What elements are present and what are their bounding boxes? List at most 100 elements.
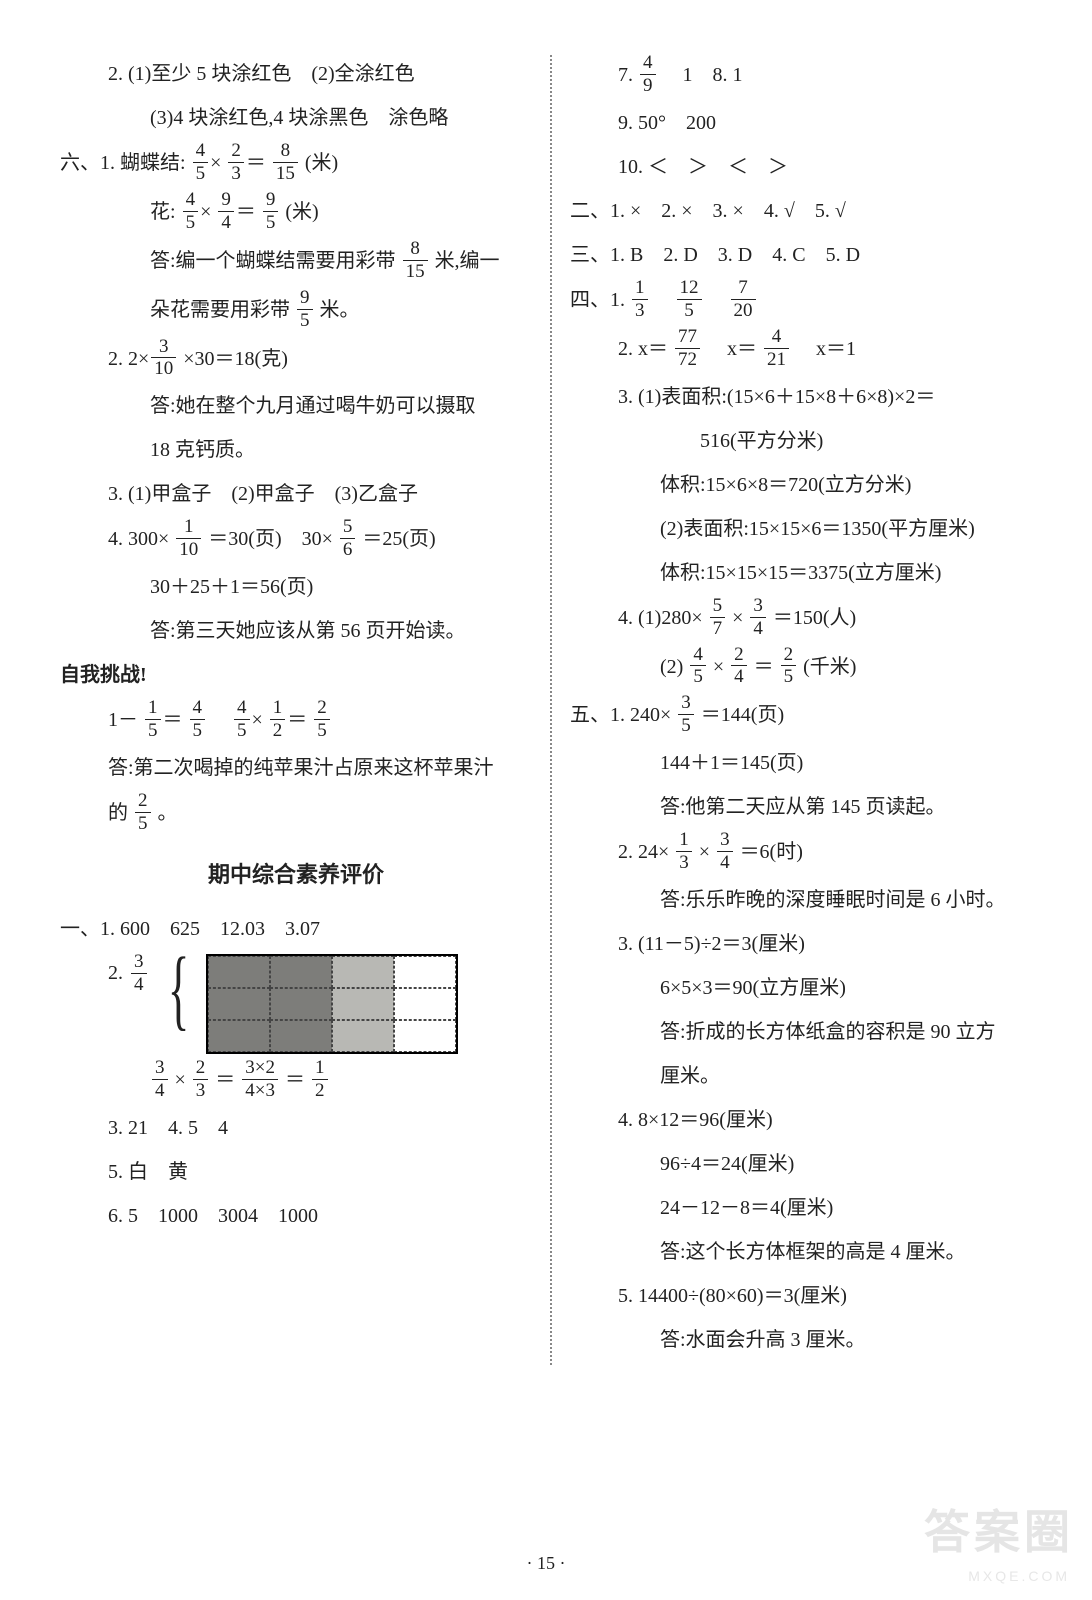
q-num: 4. (108, 528, 123, 550)
text-line: 24－12－8＝4(厘米) (570, 1189, 1042, 1227)
text-line: 4. (1)280× 57 × 34 ＝150(人) (570, 598, 1042, 641)
text: 答:编一个蝴蝶结需要用彩带 (150, 250, 396, 272)
text-line: 答:这个长方体框架的高是 4 厘米。 (570, 1233, 1042, 1271)
watermark-sub: MXQE.COM (968, 1563, 1070, 1590)
midterm-title: 期中综合素养评价 (60, 854, 532, 896)
text: 米,编一 (435, 250, 500, 272)
text: 240× (630, 704, 671, 726)
right-column: 7. 49 1 8. 1 9. 50° 200 10. ＜ ＞ ＜ ＞ 二、1.… (570, 55, 1042, 1365)
text-line: 34 × 23 ＝ 3×24×3 ＝ 12 (60, 1060, 532, 1103)
text-line: 18 克钙质。 (60, 431, 532, 469)
text-line: 516(平方分米) (570, 422, 1042, 460)
brace-label: 34 (129, 954, 151, 997)
text-line: 96÷4＝24(厘米) (570, 1145, 1042, 1183)
fraction: 34 (152, 1058, 168, 1101)
text-line: 3. (1)甲盒子 (2)甲盒子 (3)乙盒子 (60, 475, 532, 513)
fraction: 25 (135, 791, 151, 834)
text-line: 花: 45× 94＝ 95 (米) (60, 192, 532, 235)
text: 朵花需要用彩带 (150, 299, 290, 321)
text-line: 2. (1)至少 5 块涂红色 (2)全涂红色 (60, 55, 532, 93)
text-line: 答:编一个蝴蝶结需要用彩带 815 米,编一 (60, 241, 532, 284)
fraction: 45 (190, 698, 206, 741)
q-num: 2. (108, 348, 123, 370)
text: x＝ (707, 338, 757, 360)
text-line: 4. 300× 110 ＝30(页) 30× 56 ＝25(页) (60, 519, 532, 562)
grid-cell (394, 956, 456, 988)
fraction: 110 (176, 517, 201, 560)
text: x＝1 (796, 338, 856, 360)
text-line: 三、1. B 2. D 3. D 4. C 5. D (570, 236, 1042, 274)
text-line: 5. 14400÷(80×60)＝3(厘米) (570, 1277, 1042, 1315)
fraction: 34 (717, 830, 733, 873)
text: 米。 (320, 299, 360, 321)
fraction: 125 (677, 278, 702, 321)
text: ＝25(页) (362, 528, 435, 550)
text: × (699, 841, 710, 863)
text: (米) (285, 201, 318, 223)
text-line: 二、1. × 2. × 3. × 4. √ 5. √ (570, 192, 1042, 230)
fraction: 35 (678, 693, 694, 736)
fraction: 94 (218, 190, 234, 233)
text-line: 一、1. 600 625 12.03 3.07 (60, 910, 532, 948)
text: 4. (1)280× (618, 607, 703, 629)
fraction: 25 (781, 645, 797, 688)
text: ＝6(时) (740, 841, 803, 863)
text: 1 8. 1 (663, 64, 743, 86)
text-line: 答:水面会升高 3 厘米。 (570, 1321, 1042, 1359)
text: ＝ (754, 656, 774, 678)
grid-cell (332, 988, 394, 1020)
text-line: 1－ 15＝ 45 45× 12＝ 25 (60, 700, 532, 743)
grid-cell (394, 1020, 456, 1052)
text: 蝴蝶结: (120, 152, 186, 174)
text-line: 体积:15×6×8＝720(立方分米) (570, 466, 1042, 504)
text-line: 体积:15×15×15＝3375(立方厘米) (570, 554, 1042, 592)
text: 300× (128, 528, 169, 550)
fraction: 34 (750, 596, 766, 639)
fraction: 720 (731, 278, 756, 321)
text: (2) (660, 656, 683, 678)
text-line: 答:乐乐昨晚的深度睡眠时间是 6 小时。 (570, 881, 1042, 919)
text-line: 30＋25＋1＝56(页) (60, 568, 532, 606)
brace-icon: { (167, 954, 189, 1026)
grid-cell (270, 1020, 332, 1052)
text-line: 4. 8×12＝96(厘米) (570, 1101, 1042, 1139)
left-column: 2. (1)至少 5 块涂红色 (2)全涂红色 (3)4 块涂红色,4 块涂黑色… (60, 55, 532, 1365)
text-line: 144＋1＝145(页) (570, 744, 1042, 782)
text: 的 (108, 802, 128, 824)
text-line: 答:他第二天应从第 145 页读起。 (570, 788, 1042, 826)
text: ＝ (215, 1069, 235, 1091)
fraction: 310 (151, 337, 176, 380)
text: × (732, 607, 743, 629)
fraction: 45 (183, 190, 199, 233)
grid-cell (208, 988, 270, 1020)
text: 1－ (108, 709, 138, 731)
text-line: 5. 白 黄 (60, 1153, 532, 1191)
diagram-row: 2. 34 { (60, 954, 532, 1054)
text: 2. 24× (618, 841, 669, 863)
text: ＝144(页) (701, 704, 784, 726)
text: ×30＝18(克) (183, 348, 288, 370)
q-num: 7. (618, 64, 633, 86)
section-num: 五、1. (570, 696, 625, 734)
fraction: 49 (640, 53, 656, 96)
text: ＝30(页) 30× (208, 528, 333, 550)
text-line: 五、1. 240× 35 ＝144(页) (570, 695, 1042, 738)
text-line: 9. 50° 200 (570, 104, 1042, 142)
fraction: 815 (403, 239, 428, 282)
fraction: 95 (263, 190, 279, 233)
fraction: 57 (710, 596, 726, 639)
text-line: 答:第二次喝掉的纯苹果汁占原来这杯苹果汁 (60, 749, 532, 787)
fraction: 23 (193, 1058, 209, 1101)
column-divider (550, 55, 552, 1365)
text: (米) (305, 152, 338, 174)
text-line: 7. 49 1 8. 1 (570, 55, 1042, 98)
fraction: 23 (228, 141, 244, 184)
section-title: 自我挑战! (60, 656, 532, 694)
q-num: 2. (618, 338, 633, 360)
text-line: 答:第三天她应该从第 56 页开始读。 (60, 612, 532, 650)
fraction: 34 (131, 952, 147, 995)
text-line: 6×5×3＝90(立方厘米) (570, 969, 1042, 1007)
text-line: 3. (11－5)÷2＝3(厘米) (570, 925, 1042, 963)
text-line: (3)4 块涂红色,4 块涂黑色 涂色略 (60, 99, 532, 137)
fraction: 15 (145, 698, 161, 741)
